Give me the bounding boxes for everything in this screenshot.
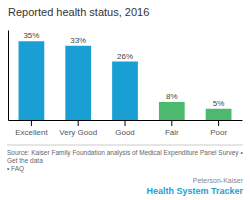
bar xyxy=(159,102,185,120)
data-label: 33% xyxy=(70,36,86,45)
x-tick-mark xyxy=(31,120,32,126)
x-tick-label: Fair xyxy=(165,128,179,137)
x-tick: Excellent xyxy=(15,120,48,137)
data-labels: 35% 33% 26% 8% 5% xyxy=(23,31,224,108)
bar xyxy=(206,109,232,120)
source-note: Source: Kaiser Family Foundation analysi… xyxy=(7,149,243,164)
bar xyxy=(65,46,91,120)
chart: Reported health status, 2016 Excellent Ver… xyxy=(0,0,250,200)
y-axis xyxy=(8,31,9,121)
x-tick: Poor xyxy=(210,120,227,137)
x-tick-label: Good xyxy=(115,128,135,137)
bar xyxy=(112,62,138,121)
title: Reported health status, 2016 xyxy=(8,6,149,18)
x-tick: Fair xyxy=(165,120,179,137)
brand-line: Peterson-Kaiser xyxy=(193,177,244,184)
footer-link: • FAQ xyxy=(7,165,24,173)
bar xyxy=(19,41,45,120)
footer-rule xyxy=(7,145,243,146)
x-tick-mark xyxy=(78,120,79,126)
data-label: 8% xyxy=(166,92,178,101)
y-axis-line xyxy=(8,31,9,121)
data-label: 35% xyxy=(23,31,39,40)
x-tick-label: Excellent xyxy=(15,128,48,137)
data-label: 5% xyxy=(213,99,225,108)
plot: Excellent Very Good Good Fair Poor 35% 33% 26% 8… xyxy=(9,31,243,137)
x-tick-mark xyxy=(171,120,172,126)
x-tick-label: Very Good xyxy=(59,128,97,137)
x-tick-mark xyxy=(125,120,126,126)
data-label: 26% xyxy=(117,52,133,61)
x-axis: Excellent Very Good Good Fair Poor xyxy=(9,120,243,137)
bars xyxy=(19,41,232,120)
x-tick: Good xyxy=(115,120,135,137)
x-tick: Very Good xyxy=(59,120,97,137)
x-tick-mark xyxy=(218,120,219,126)
brand-name: Health System Tracker xyxy=(146,186,243,196)
x-tick-label: Poor xyxy=(210,128,227,137)
